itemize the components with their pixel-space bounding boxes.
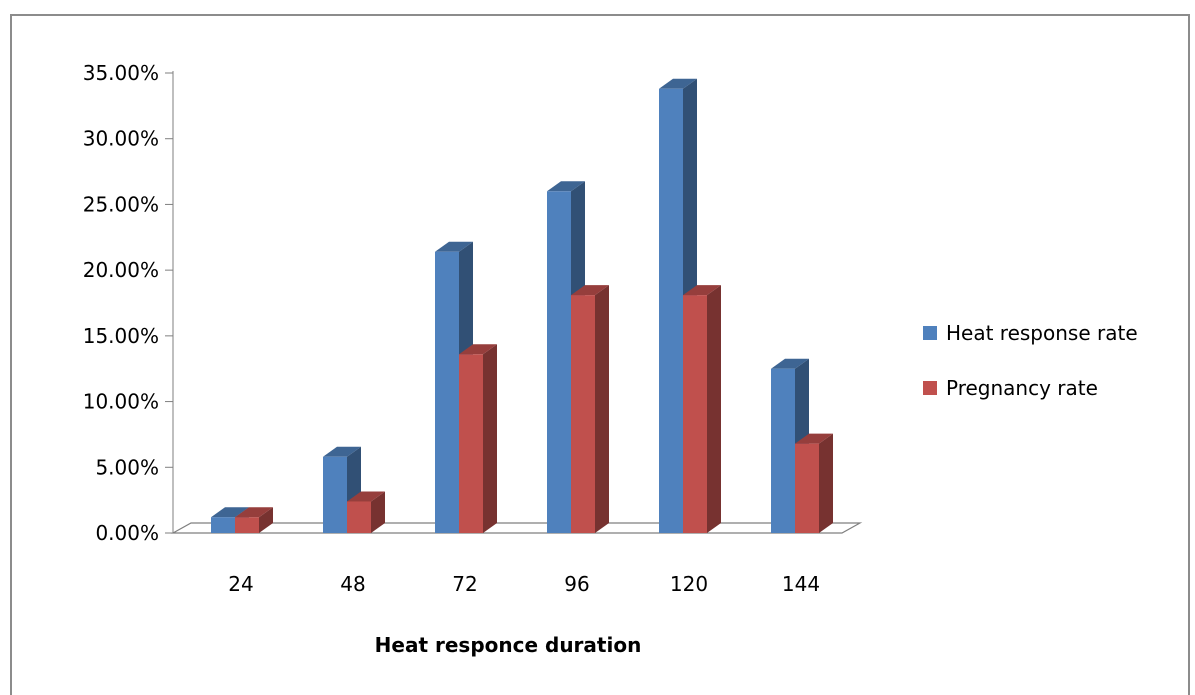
x-tick-label: 24 (228, 572, 253, 596)
bar-144-pregnancy (795, 433, 833, 533)
x-axis-ticks: 24 48 72 96 120 144 (228, 572, 820, 596)
y-tick-label: 25.00% (83, 192, 159, 216)
y-tick-label: 30.00% (83, 127, 159, 151)
bar-top-face (683, 285, 721, 296)
y-tick-label: 35.00% (83, 61, 159, 85)
chart-floor (170, 522, 863, 534)
y-tick-label: 5.00% (95, 455, 159, 479)
x-tick-label: 72 (452, 572, 477, 596)
bar-front-face (571, 295, 595, 533)
bar-top-face (347, 491, 385, 502)
bar-front-face (235, 517, 259, 533)
bar-top-face (235, 507, 273, 518)
x-tick-label: 144 (782, 572, 820, 596)
chart-floor-plane (170, 522, 863, 534)
bar-series (211, 78, 833, 534)
bar-top-face (323, 446, 361, 457)
bar-front-face (659, 88, 683, 534)
bar-96-pregnancy (571, 285, 609, 533)
bar-side-face (371, 491, 385, 533)
bar-side-face (595, 285, 609, 533)
x-axis-title: Heat responce duration (375, 633, 642, 657)
legend-label: Pregnancy rate (946, 376, 1098, 400)
bar-top-face (547, 181, 585, 192)
y-tick-label: 20.00% (83, 258, 159, 282)
bar-72-pregnancy (459, 344, 497, 533)
bar-front-face (683, 295, 707, 533)
legend-label: Heat response rate (946, 321, 1138, 345)
bar-front-face (323, 456, 347, 533)
bar-48-pregnancy (347, 491, 385, 533)
bar-front-face (211, 517, 235, 533)
bar-side-face (819, 433, 833, 533)
bar-top-face (459, 344, 497, 355)
legend-swatch (923, 326, 937, 340)
x-tick-label: 120 (670, 572, 708, 596)
legend-swatch (923, 381, 937, 395)
x-tick-label: 96 (564, 572, 589, 596)
y-tick-label: 15.00% (83, 324, 159, 348)
bar-front-face (547, 191, 571, 534)
legend: Heat response rate Pregnancy rate (923, 321, 1138, 400)
bar-top-face (435, 241, 473, 252)
bar-front-face (435, 251, 459, 533)
bar-top-face (795, 433, 833, 444)
bar-side-face (259, 507, 273, 533)
bar-top-face (771, 358, 809, 369)
bar-top-face (211, 507, 249, 518)
bar-120-pregnancy (683, 285, 721, 533)
bar-front-face (771, 368, 795, 533)
y-tick-label: 10.00% (83, 390, 159, 414)
bar-top-face (659, 78, 697, 89)
bar-front-face (347, 501, 371, 533)
bar-side-face (707, 285, 721, 533)
bar-side-face (483, 344, 497, 533)
y-axis-ticks: 0.00% 5.00% 10.00% 15.00% 20.00% 25.00% 30.00%… (83, 61, 174, 545)
x-tick-label: 48 (340, 572, 365, 596)
bar-144-heat-response (771, 358, 809, 533)
bar-24-pregnancy (235, 507, 273, 533)
y-tick-label: 0.00% (95, 521, 159, 545)
bar-top-face (571, 285, 609, 296)
bar-front-face (795, 443, 819, 533)
bar-front-face (459, 354, 483, 533)
